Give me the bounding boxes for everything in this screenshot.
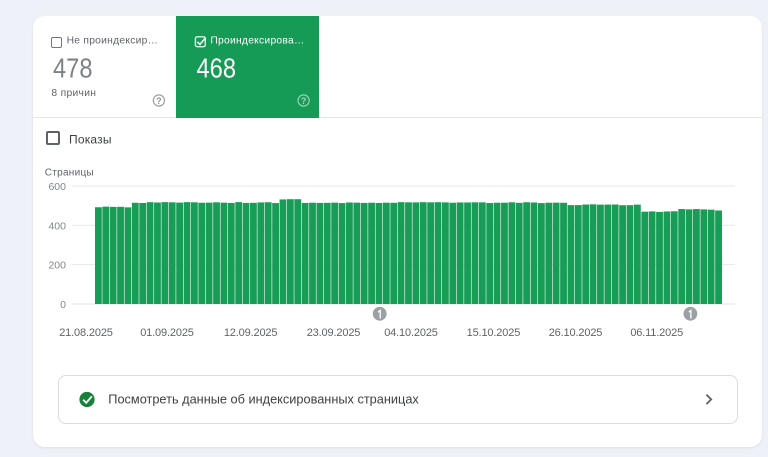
svg-text:Проиндексирова…: Проиндексирова… bbox=[210, 36, 304, 47]
svg-text:200: 200 bbox=[48, 260, 66, 272]
svg-text:Посмотреть данные об индексиро: Посмотреть данные об индексированных стр… bbox=[108, 391, 419, 406]
svg-text:06.11.2025: 06.11.2025 bbox=[630, 327, 683, 339]
svg-text:23.09.2025: 23.09.2025 bbox=[307, 327, 361, 339]
svg-text:0: 0 bbox=[60, 299, 66, 311]
svg-text:?: ? bbox=[301, 96, 307, 106]
svg-text:?: ? bbox=[156, 96, 162, 106]
svg-text:478: 478 bbox=[53, 53, 93, 84]
svg-text:01.09.2025: 01.09.2025 bbox=[140, 327, 194, 339]
svg-text:600: 600 bbox=[48, 181, 66, 193]
svg-text:Страницы: Страницы bbox=[45, 168, 94, 179]
svg-text:04.10.2025: 04.10.2025 bbox=[384, 327, 438, 339]
svg-text:26.10.2025: 26.10.2025 bbox=[549, 327, 603, 339]
svg-text:21.08.2025: 21.08.2025 bbox=[59, 327, 113, 339]
svg-text:Показы: Показы bbox=[69, 132, 112, 146]
svg-text:Не проиндексир…: Не проиндексир… bbox=[67, 36, 159, 47]
svg-text:12.09.2025: 12.09.2025 bbox=[224, 327, 278, 339]
svg-text:400: 400 bbox=[48, 220, 66, 232]
svg-text:8 причин: 8 причин bbox=[51, 88, 96, 99]
svg-text:15.10.2025: 15.10.2025 bbox=[467, 327, 521, 339]
svg-text:468: 468 bbox=[197, 53, 237, 84]
